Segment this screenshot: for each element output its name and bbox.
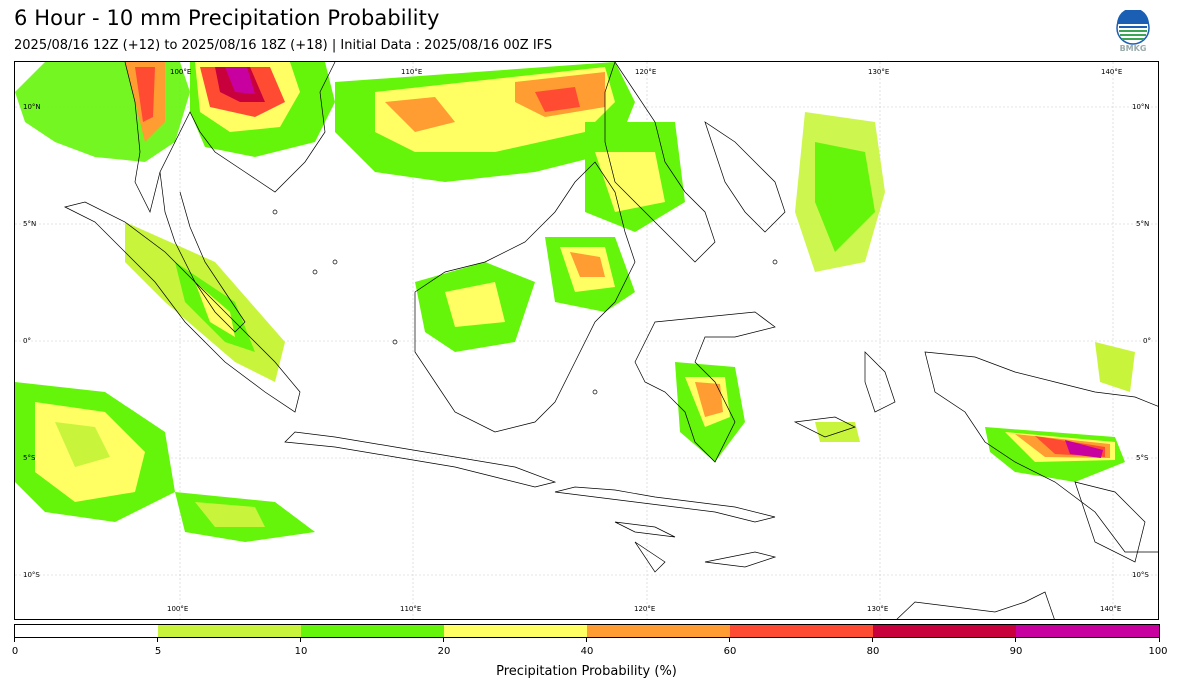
colorbar-segment [1016, 625, 1159, 637]
colorbar-segment [158, 625, 301, 637]
colorbar-segment [587, 625, 730, 637]
colorbar-segment [301, 625, 444, 637]
lon-label-bottom: 110°E [400, 605, 422, 613]
coastlines [63, 62, 1158, 619]
colorbar-segment [15, 625, 158, 637]
lon-label-bottom: 140°E [1100, 605, 1122, 613]
lon-label-top: 130°E [868, 68, 890, 76]
colorbar-tick: 0 [11, 646, 19, 657]
precipitation-map [15, 62, 1158, 619]
agency-logo-text: BMKG [1119, 44, 1147, 53]
colorbar-tick: 10 [294, 646, 308, 657]
colorbar-tick: 20 [437, 646, 451, 657]
lat-label-right: 10°N [1132, 103, 1150, 111]
colorbar-tick: 40 [580, 646, 594, 657]
agency-logo-icon [1113, 8, 1153, 56]
map-title: 6 Hour - 10 mm Precipitation Probability [14, 6, 440, 30]
colorbar-tick: 5 [154, 646, 162, 657]
lat-label-right: 5°S [1136, 454, 1149, 462]
lon-label-top: 120°E [635, 68, 657, 76]
colorbar [14, 624, 1160, 638]
lon-label-bottom: 130°E [867, 605, 889, 613]
lon-label-bottom: 120°E [634, 605, 656, 613]
lat-label-right: 10°S [1132, 571, 1149, 579]
lat-label-left: 5°N [23, 220, 37, 228]
colorbar-segment [873, 625, 1016, 637]
colorbar-tick: 100 [1148, 646, 1168, 657]
lat-label-left: 10°N [23, 103, 41, 111]
lon-label-top: 100°E [170, 68, 192, 76]
lat-label-right: 5°N [1136, 220, 1150, 228]
lat-label-right: 0° [1143, 337, 1151, 345]
colorbar-tick: 80 [866, 646, 880, 657]
colorbar-tick: 90 [1009, 646, 1023, 657]
colorbar-segment [444, 625, 587, 637]
lon-label-top: 140°E [1101, 68, 1123, 76]
lon-label-top: 110°E [401, 68, 423, 76]
lat-label-left: 5°S [23, 454, 36, 462]
colorbar-segment [730, 625, 873, 637]
map-subtitle: 2025/08/16 12Z (+12) to 2025/08/16 18Z (… [14, 38, 553, 53]
colorbar-tick: 60 [723, 646, 737, 657]
precip-field [15, 62, 1135, 542]
lat-label-left: 0° [23, 337, 31, 345]
map-panel[interactable]: 100°E 110°E 120°E 130°E 140°E 100°E 110°… [14, 61, 1159, 620]
lon-label-bottom: 100°E [167, 605, 189, 613]
lat-label-left: 10°S [23, 571, 40, 579]
colorbar-label: Precipitation Probability (%) [496, 664, 677, 679]
